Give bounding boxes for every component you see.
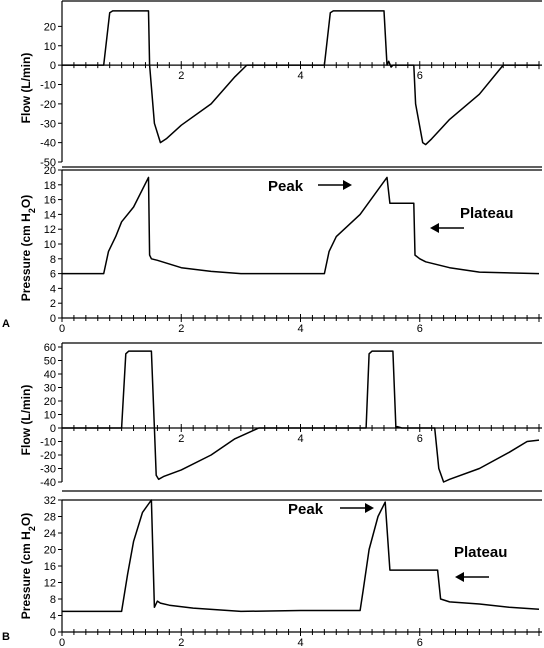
y-tick-label: 8 xyxy=(50,594,56,606)
y-tick-label: 4 xyxy=(50,283,56,295)
y-tick-label: -30 xyxy=(40,118,56,130)
pressure-title-end: O) xyxy=(19,513,33,526)
y-tick-label: 20 xyxy=(44,396,56,408)
y-tick-label: 10 xyxy=(44,410,56,422)
flow-axis-title-a: Flow (L/min) xyxy=(19,53,33,124)
x-tick-label: 6 xyxy=(417,637,423,648)
panel-label-a: A xyxy=(2,318,10,330)
y-tick-label: -50 xyxy=(40,157,56,169)
series-line xyxy=(62,350,540,483)
y-tick-label: 12 xyxy=(44,224,56,236)
y-tick-label: 2 xyxy=(50,298,56,310)
x-tick-label: 0 xyxy=(59,323,65,335)
x-tick-label: 2 xyxy=(178,70,184,82)
y-tick-label: 20 xyxy=(44,21,56,33)
x-tick-label: 2 xyxy=(178,433,184,445)
y-tick-label: 14 xyxy=(44,209,56,221)
x-tick-label: 6 xyxy=(417,433,423,445)
y-tick-label: -40 xyxy=(40,477,56,489)
series-line xyxy=(62,499,540,613)
series-line xyxy=(62,10,539,146)
x-tick-label: 0 xyxy=(59,637,65,648)
pressure-title-main: Pressure (cm H xyxy=(19,213,33,301)
y-tick-label: 24 xyxy=(44,528,56,540)
y-tick-label: 18 xyxy=(44,180,56,192)
peak-arrow-b xyxy=(340,503,374,513)
y-tick-label: -30 xyxy=(40,464,56,476)
y-tick-label: -40 xyxy=(40,138,56,150)
y-tick-label: 60 xyxy=(44,342,56,354)
plateau-annotation-b: Plateau xyxy=(454,544,507,561)
x-tick-label: 4 xyxy=(297,433,303,445)
y-tick-label: 50 xyxy=(44,356,56,368)
plateau-arrow-a xyxy=(430,223,464,233)
peak-annotation-b: Peak xyxy=(288,501,324,518)
y-tick-label: 0 xyxy=(50,313,56,325)
y-tick-label: 0 xyxy=(50,60,56,72)
pressure-plot-a: 0 2 4 6 8 10 12 14 16 18 20 0 2 4 6 xyxy=(44,165,542,335)
pressure-axis-title-b: Pressure (cm H2O) xyxy=(19,513,37,619)
y-tick-label: 4 xyxy=(50,611,56,623)
y-tick-label: 30 xyxy=(44,383,56,395)
pressure-axis-title-a: Pressure (cm H2O) xyxy=(19,195,37,301)
y-tick-label: 12 xyxy=(44,578,56,590)
y-tick-label: 8 xyxy=(50,254,56,266)
y-tick-label: 32 xyxy=(44,495,56,507)
y-tick-label: -20 xyxy=(40,450,56,462)
y-tick-label: 0 xyxy=(50,627,56,639)
y-tick-label: -10 xyxy=(40,437,56,449)
y-tick-label: 10 xyxy=(44,239,56,251)
panel-label-b: B xyxy=(2,631,10,643)
y-tick-label: 16 xyxy=(44,561,56,573)
x-tick-label: 6 xyxy=(417,323,423,335)
x-tick-label: 4 xyxy=(297,637,303,648)
y-tick-label: 16 xyxy=(44,195,56,207)
flow-plot-a: -50 -40 -30 -20 -10 0 10 20 2 4 6 xyxy=(40,0,542,169)
series-line xyxy=(62,176,540,275)
x-tick-label: 6 xyxy=(417,70,423,82)
y-tick-label: -20 xyxy=(40,99,56,111)
y-tick-label: 20 xyxy=(44,545,56,557)
flow-axis-title-b: Flow (L/min) xyxy=(19,385,33,456)
y-tick-label: 0 xyxy=(50,423,56,435)
pressure-title-sub: 2 xyxy=(27,208,37,213)
x-tick-label: 4 xyxy=(297,323,303,335)
plateau-annotation-a: Plateau xyxy=(460,205,513,222)
pressure-title-end: O) xyxy=(19,195,33,208)
pressure-title-main: Pressure (cm H xyxy=(19,531,33,619)
y-tick-label: 20 xyxy=(44,165,56,177)
y-tick-label: 28 xyxy=(44,512,56,524)
x-tick-label: 2 xyxy=(178,323,184,335)
y-tick-label: 10 xyxy=(44,41,56,53)
peak-arrow-a xyxy=(318,180,352,190)
y-tick-label: -10 xyxy=(40,80,56,92)
y-tick-label: 40 xyxy=(44,369,56,381)
plateau-arrow-b xyxy=(455,572,489,582)
x-tick-label: 2 xyxy=(178,637,184,648)
peak-annotation-a: Peak xyxy=(268,178,304,195)
y-tick-label: 6 xyxy=(50,269,56,281)
x-tick-label: 4 xyxy=(297,70,303,82)
pressure-title-sub: 2 xyxy=(27,526,37,531)
